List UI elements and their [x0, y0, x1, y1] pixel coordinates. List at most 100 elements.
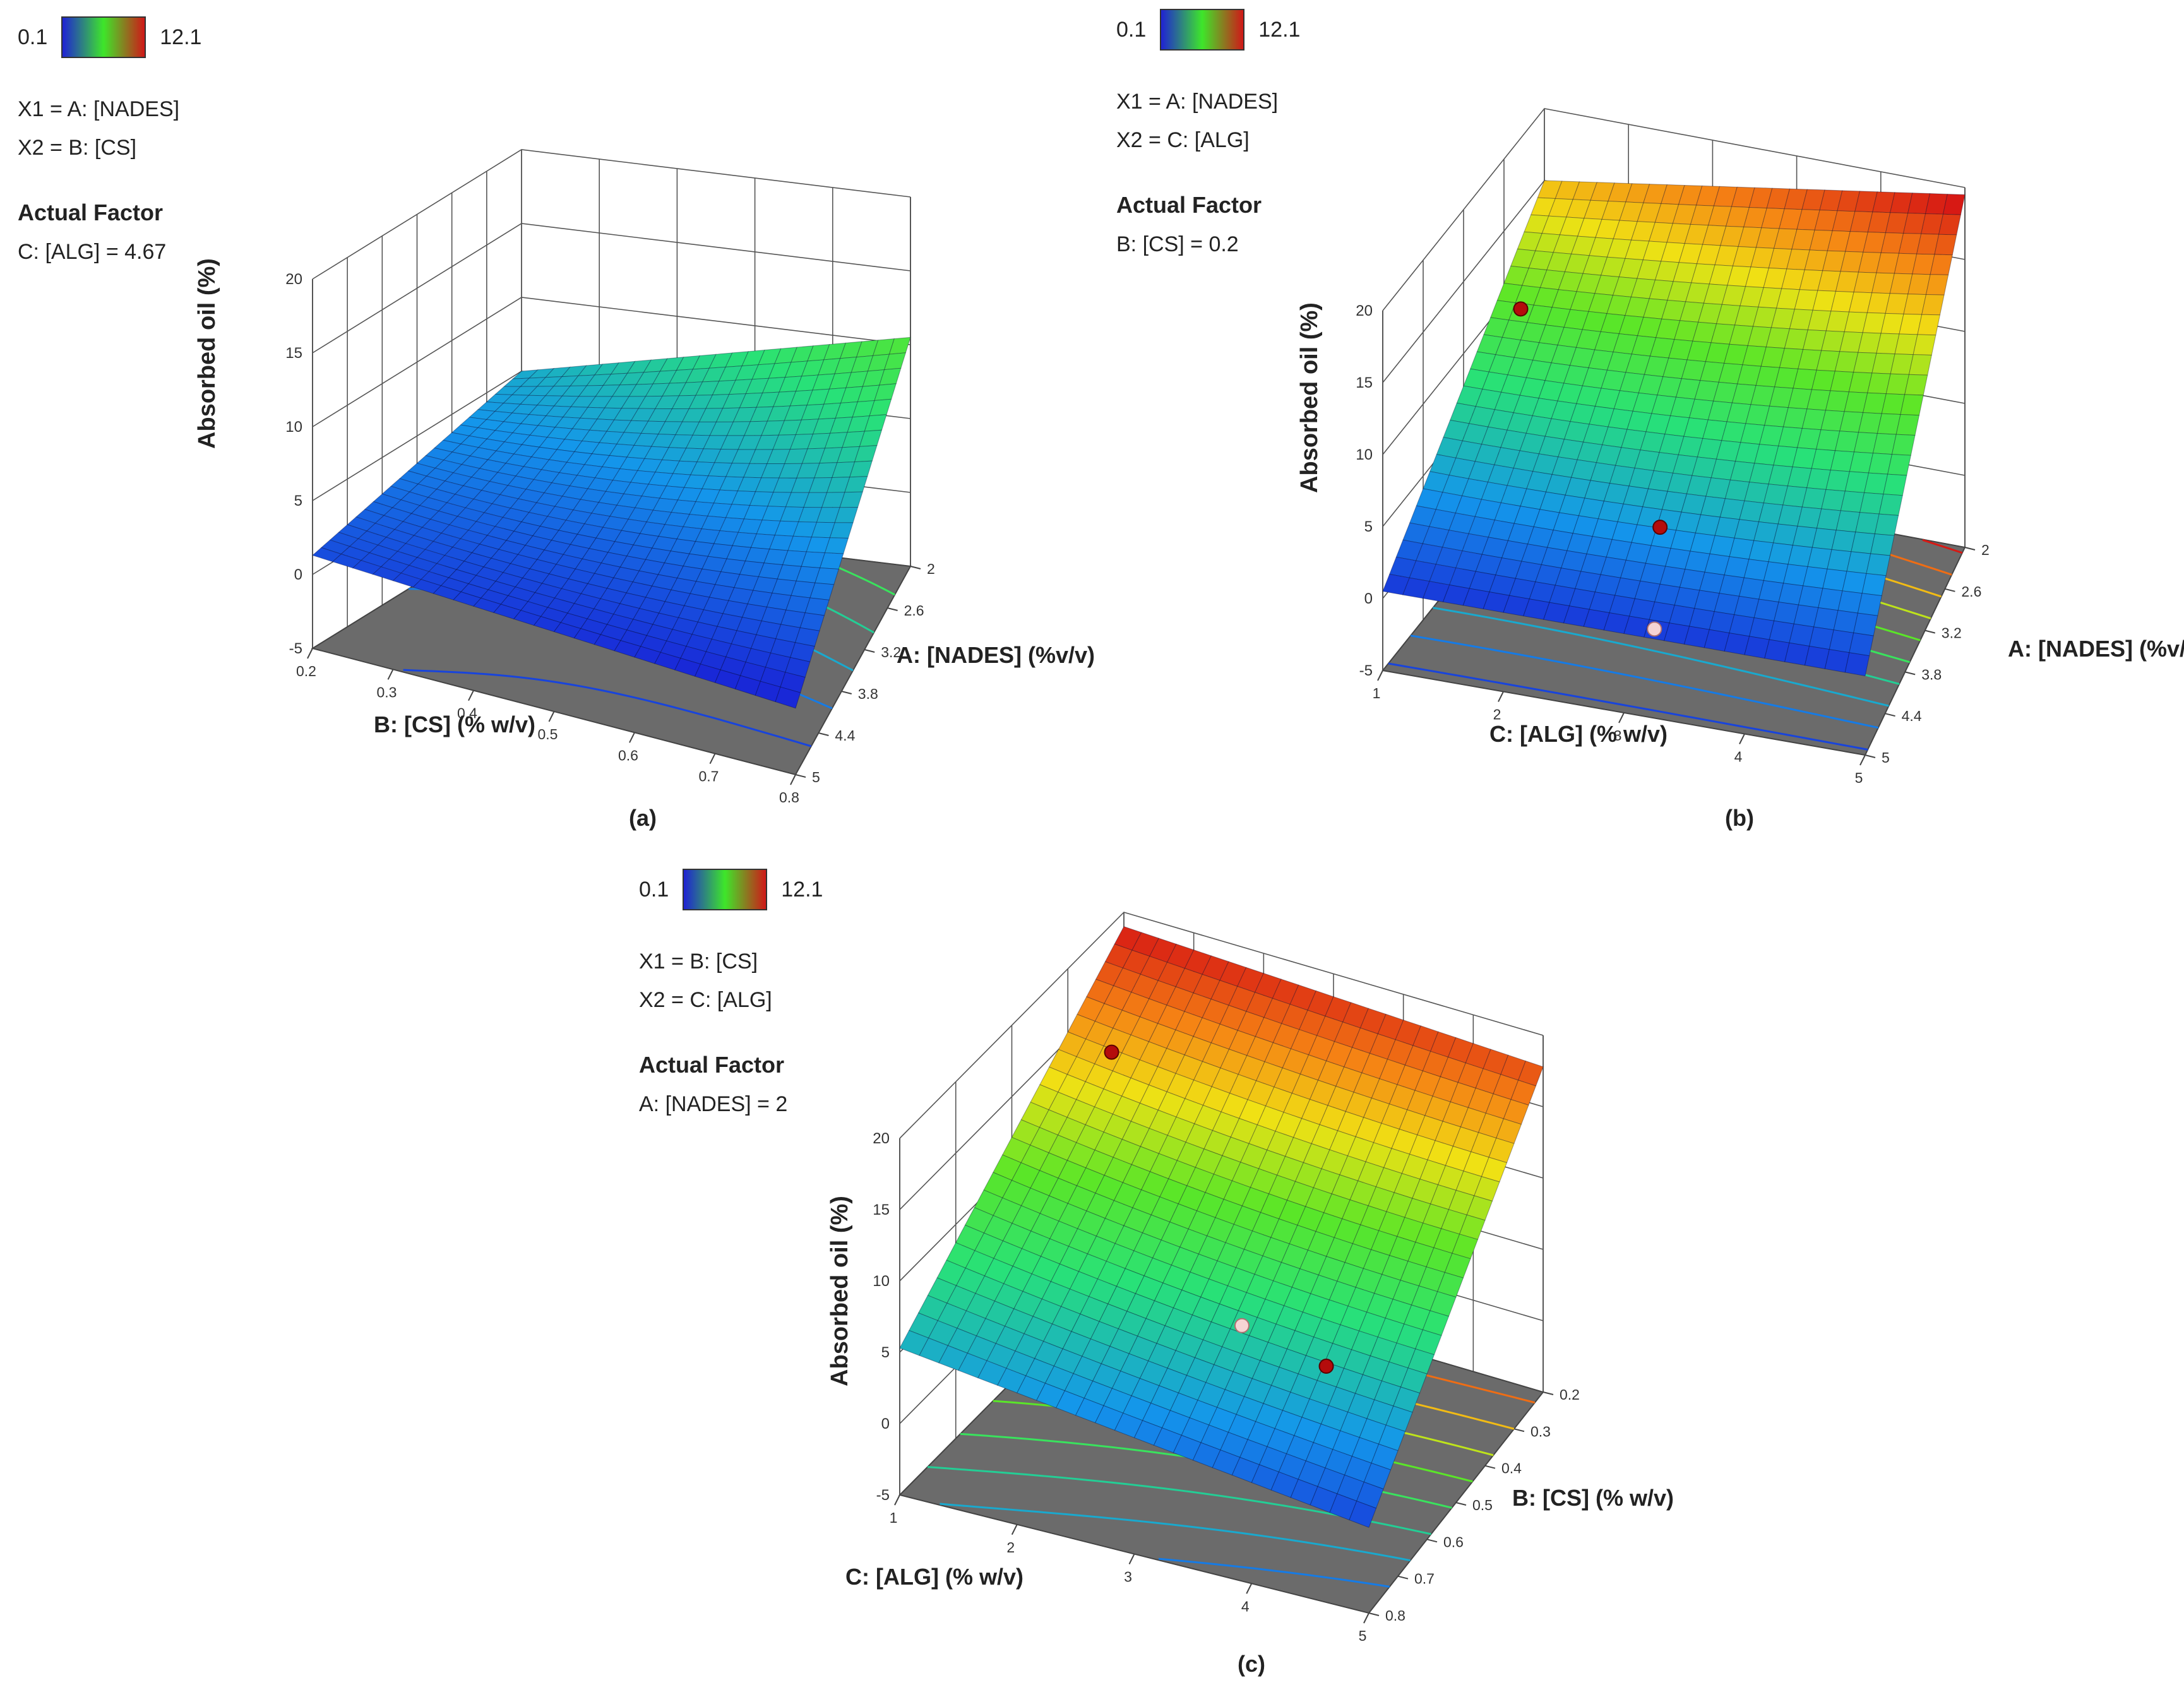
- left-axis-tick-label: 0.5: [538, 726, 558, 742]
- right-axis-tick: [887, 607, 898, 611]
- right-axis-tick: [1945, 588, 1955, 592]
- surface-cell: [1904, 374, 1928, 396]
- left-axis-tick: [1377, 670, 1383, 681]
- legend-max: 12.1: [160, 25, 202, 49]
- left-axis-tick: [1618, 712, 1625, 723]
- panel-c-info: 0.1 12.1 X1 = B: [CS] X2 = C: [ALG] Actu…: [639, 869, 823, 1117]
- color-legend: 0.1 12.1: [1116, 9, 1300, 51]
- left-axis-tick: [1128, 1554, 1135, 1564]
- z-axis-label: Absorbed oil (%): [826, 1196, 853, 1386]
- caption-b: (b): [1725, 805, 1754, 831]
- contour-line: [940, 1503, 1411, 1562]
- surface-cell: [1883, 473, 1907, 496]
- right-axis-tick-label: 0.2: [1560, 1386, 1580, 1403]
- z-tick-label: -5: [1359, 662, 1373, 679]
- surface-cell: [1866, 553, 1891, 576]
- left-axis-tick-label: 2: [1493, 706, 1501, 723]
- z-tick-label: 10: [285, 419, 302, 436]
- surface-cell: [1891, 434, 1916, 456]
- contour-line: [1433, 607, 1889, 707]
- surface-cell: [1895, 414, 1920, 436]
- z-tick-label: 5: [1364, 518, 1373, 535]
- contour-line: [1159, 1557, 1390, 1588]
- z-axis-label: Absorbed oil (%): [1296, 302, 1323, 493]
- right-axis-tick: [1543, 1391, 1554, 1395]
- right-axis-tick: [1397, 1575, 1409, 1580]
- z-tick-label: 15: [1356, 374, 1373, 391]
- right-axis-tick-label: 2: [927, 561, 935, 577]
- surface-cell: [1878, 494, 1903, 516]
- right-axis-tick-label: 2: [1981, 542, 1990, 558]
- panel-b: 0.1 12.1 X1 = A: [NADES] X2 = C: [ALG] A…: [1092, 0, 2184, 846]
- z-tick-label: 0: [881, 1415, 890, 1432]
- left-axis-tick-label: 3: [1124, 1569, 1132, 1585]
- z-tick-label: 0: [294, 566, 302, 583]
- left-axis-tick: [307, 648, 313, 659]
- surface-cell: [775, 686, 801, 709]
- surface-cell: [1925, 274, 1949, 295]
- right-axis-tick: [1885, 713, 1895, 717]
- surface-cell: [1844, 652, 1870, 677]
- design-point: [1104, 1044, 1119, 1060]
- right-axis-tick: [864, 649, 875, 653]
- x2-label: X2 = C: [ALG]: [639, 988, 772, 1012]
- actual-factor: B: [CS] = 0.2: [1116, 232, 1239, 256]
- caption-c: (c): [1238, 1651, 1265, 1677]
- panel-c: 0.1 12.1 X1 = B: [CS] X2 = C: [ALG] Actu…: [606, 846, 1755, 1697]
- surface-cell: [1930, 254, 1953, 275]
- surface-cell: [1349, 1500, 1377, 1528]
- panel-b-info: 0.1 12.1 X1 = A: [NADES] X2 = C: [ALG] A…: [1116, 9, 1300, 257]
- contour-line: [1922, 539, 1963, 554]
- response-surface: [1382, 180, 1966, 677]
- design-point: [1318, 1359, 1334, 1374]
- surface-cell: [1887, 454, 1912, 476]
- color-legend: 0.1 12.1: [639, 869, 823, 910]
- right-axis-tick: [1426, 1539, 1438, 1543]
- left-axis-tick: [1859, 754, 1866, 766]
- left-axis-tick-label: 0.8: [779, 789, 799, 806]
- legend-min: 0.1: [18, 25, 48, 49]
- right-axis-tick: [1924, 629, 1936, 634]
- color-legend: 0.1 12.1: [18, 16, 201, 58]
- legend-max: 12.1: [781, 877, 823, 902]
- surface-cell: [1900, 394, 1924, 416]
- right-axis-tick-label: 3.8: [858, 686, 878, 702]
- x1-label: X1 = A: [NADES]: [1116, 90, 1279, 114]
- panel-a-info: 0.1 12.1 X1 = A: [NADES] X2 = B: [CS] Ac…: [18, 16, 201, 265]
- right-axis-tick-label: 4.4: [835, 727, 855, 744]
- right-axis-label: B: [CS] (% w/v): [1512, 1485, 1674, 1511]
- panel-a: 0.1 12.1 X1 = A: [NADES] X2 = B: [CS] Ac…: [0, 0, 1095, 846]
- z-tick-label: 10: [1356, 446, 1373, 463]
- left-axis-tick: [387, 669, 394, 680]
- z-tick-label: 20: [873, 1130, 890, 1147]
- surface-cell: [1849, 632, 1874, 657]
- left-axis-tick: [1739, 734, 1745, 744]
- surface-plot-c: 20 15 10 5 0 -5 Absorbed oil (%) 1 2 3 4 5 0.2 0.3 0.4…: [826, 912, 1674, 1644]
- left-axis-tick: [1246, 1583, 1253, 1594]
- left-axis-tick-label: 4: [1241, 1598, 1250, 1614]
- left-axis-tick: [1363, 1612, 1369, 1624]
- surface-cell: [1857, 593, 1882, 616]
- right-axis-tick: [910, 566, 921, 569]
- z-tick-label: 0: [1364, 590, 1373, 607]
- x2-label: X2 = C: [ALG]: [1116, 128, 1250, 152]
- left-axis-tick: [548, 711, 555, 722]
- left-axis-tick-label: 1: [890, 1509, 898, 1526]
- surface-plot-b: 20 15 10 5 0 -5 Absorbed oil (%) 1 2 3 4 5 2 2.6 3.2 3.…: [1296, 108, 2184, 786]
- response-surface: [312, 336, 911, 709]
- left-axis-tick: [1498, 691, 1504, 702]
- caption-a: (a): [629, 805, 657, 831]
- right-axis-tick-label: 3.2: [1942, 625, 1962, 641]
- right-axis-tick-label: 4.4: [1902, 708, 1922, 724]
- right-axis-tick-label: 0.7: [1414, 1571, 1435, 1587]
- surface-cell: [1861, 573, 1887, 597]
- left-axis-tick-label: 0.3: [377, 684, 397, 700]
- right-axis-tick: [1455, 1502, 1467, 1506]
- right-axis-label: A: [NADES] (%v/v): [2008, 636, 2184, 662]
- z-tick-label: 20: [285, 271, 302, 288]
- right-axis-tick-label: 5: [812, 769, 820, 785]
- surface-plot-a: 20 15 10 5 0 -5 Absorbed oil (%) 0.2 0.3 0.4 0.5 0.…: [194, 149, 1095, 806]
- left-axis-tick-label: 3: [1614, 727, 1622, 744]
- actual-factor-title: Actual Factor: [639, 1052, 785, 1078]
- z-tick-label: 5: [881, 1344, 890, 1361]
